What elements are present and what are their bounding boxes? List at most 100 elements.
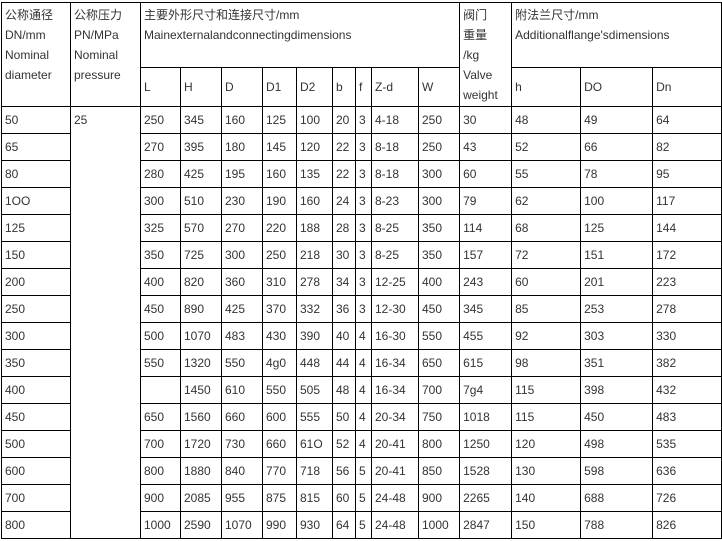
cell-w: 450 — [417, 295, 461, 323]
cell-h: 115 — [511, 403, 582, 431]
cell-b: 64 — [332, 511, 356, 539]
cell-dn: 278 — [652, 295, 722, 323]
cell-f: 5 — [355, 457, 372, 485]
cell-kg: 1528 — [459, 457, 513, 485]
header-text: 公称压力 — [74, 8, 123, 22]
cell-l: 800 — [140, 457, 181, 485]
cell-b: 50 — [332, 403, 356, 431]
cell-h: 1880 — [180, 457, 222, 485]
cell-zd: 12-25 — [371, 268, 419, 296]
cell-d: 300 — [221, 241, 263, 269]
cell-h: 2085 — [180, 484, 222, 512]
cell-d2: 218 — [296, 241, 333, 269]
cell-do: 49 — [580, 106, 654, 134]
cell-f: 3 — [355, 106, 372, 134]
header-nominal-pressure: 公称压力 PN/MPa Nominal pressure — [70, 2, 141, 107]
table-row: 125 325 570 270 220 188 28 3 8-25 350 114 68 125 144 — [1, 214, 722, 242]
cell-h: 60 — [511, 268, 582, 296]
cell-dn: 636 — [652, 457, 722, 485]
cell-dn: 64 — [652, 106, 722, 134]
header-text: 公称通径 — [5, 8, 54, 22]
cell-b: 40 — [332, 322, 356, 350]
cell-kg: 2265 — [459, 484, 513, 512]
cell-h: 85 — [511, 295, 582, 323]
cell-l — [140, 376, 181, 404]
cell-kg: 43 — [459, 133, 513, 161]
header-valve-weight: 阀门 重量 /kg Valve weight — [459, 2, 513, 107]
cell-d: 180 — [221, 133, 263, 161]
cell-d2: 555 — [296, 403, 333, 431]
cell-d: 425 — [221, 295, 263, 323]
cell-d1: 990 — [262, 511, 297, 539]
table-row: 80 280 425 195 160 135 22 3 8-18 300 60 55 78 95 — [1, 160, 722, 188]
cell-dn: 330 — [652, 322, 722, 350]
cell-dn: 826 — [652, 511, 722, 539]
cell-h: 1450 — [180, 376, 222, 404]
cell-b: 36 — [332, 295, 356, 323]
cell-dn: 535 — [652, 430, 722, 458]
cell-kg: 455 — [459, 322, 513, 350]
cell-do: 303 — [580, 322, 654, 350]
cell-f: 4 — [355, 376, 372, 404]
cell-d1: 220 — [262, 214, 297, 242]
header-nominal-diameter: 公称通径 DN/mm Nominal diameter — [1, 2, 71, 107]
cell-dn: 700 — [1, 484, 71, 512]
cell-b: 30 — [332, 241, 356, 269]
cell-pn: 25 — [70, 106, 141, 539]
cell-d1: 145 — [262, 133, 297, 161]
cell-d2: 61O — [296, 430, 333, 458]
cell-h: 52 — [511, 133, 582, 161]
cell-dn: 432 — [652, 376, 722, 404]
cell-dn: 800 — [1, 511, 71, 539]
cell-d1: 310 — [262, 268, 297, 296]
column-header-f: f — [355, 67, 372, 107]
cell-d: 840 — [221, 457, 263, 485]
cell-w: 350 — [417, 241, 461, 269]
cell-kg: 30 — [459, 106, 513, 134]
header-text: Valve — [463, 68, 493, 82]
cell-b: 52 — [332, 430, 356, 458]
cell-w: 1000 — [417, 511, 461, 539]
cell-kg: 1018 — [459, 403, 513, 431]
cell-zd: 24-48 — [371, 484, 419, 512]
table-row: 50 25 250 345 160 125 100 20 3 4-18 250 30 48 49 64 — [1, 106, 722, 539]
header-text: Additionalflange'sdimensions — [515, 28, 670, 42]
cell-kg: 7g4 — [459, 376, 513, 404]
cell-d1: 160 — [262, 160, 297, 188]
cell-zd: 12-30 — [371, 295, 419, 323]
column-header-dn: Dn — [652, 67, 722, 107]
cell-dn: 350 — [1, 349, 71, 377]
table-row: 500 700 1720 730 660 61O 52 4 20-41 800 1250 120 498… — [1, 430, 722, 458]
cell-f: 4 — [355, 403, 372, 431]
cell-kg: 615 — [459, 349, 513, 377]
cell-dn: 80 — [1, 160, 71, 188]
cell-l: 1000 — [140, 511, 181, 539]
cell-dn: 144 — [652, 214, 722, 242]
cell-l: 270 — [140, 133, 181, 161]
cell-dn: 483 — [652, 403, 722, 431]
cell-dn: 172 — [652, 241, 722, 269]
cell-dn: 200 — [1, 268, 71, 296]
column-header-h: h — [511, 67, 582, 107]
cell-f: 3 — [355, 295, 372, 323]
cell-h: 72 — [511, 241, 582, 269]
cell-l: 450 — [140, 295, 181, 323]
column-header-l: L — [140, 67, 181, 107]
cell-f: 3 — [355, 133, 372, 161]
column-header-z-d: Z-d — [371, 67, 419, 107]
cell-do: 498 — [580, 430, 654, 458]
cell-dn: 250 — [1, 295, 71, 323]
table-row: 300 500 1070 483 430 390 40 4 16-30 550 455 92 303 33… — [1, 322, 722, 350]
cell-l: 280 — [140, 160, 181, 188]
cell-h: 140 — [511, 484, 582, 512]
cell-dn: 117 — [652, 187, 722, 215]
table-row: 400 1450 610 550 505 48 4 16-34 700 7g4 115 398 432 — [1, 376, 722, 404]
cell-d2: 930 — [296, 511, 333, 539]
cell-h: 1720 — [180, 430, 222, 458]
cell-kg: 2847 — [459, 511, 513, 539]
cell-dn: 400 — [1, 376, 71, 404]
cell-zd: 4-18 — [371, 106, 419, 134]
cell-d: 483 — [221, 322, 263, 350]
column-header-do: DO — [580, 67, 654, 107]
cell-d2: 448 — [296, 349, 333, 377]
